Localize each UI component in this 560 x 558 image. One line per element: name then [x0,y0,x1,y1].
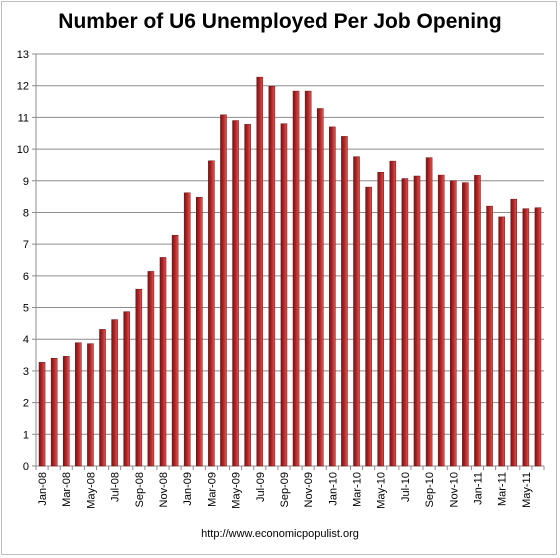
bar [232,120,239,467]
chart-title: Number of U6 Unemployed Per Job Opening [58,10,502,33]
bar [111,319,118,467]
y-tick-label: 9 [23,176,29,188]
bar [244,124,251,467]
x-tick-label: Jul-09 [255,472,267,502]
x-tick-label: Nov-08 [158,472,170,507]
bar [183,192,191,467]
bar [135,288,143,467]
y-tick-label: 12 [17,81,29,93]
bar [208,160,215,467]
x-tick-label: Jan-11 [472,472,484,505]
bar [522,208,530,467]
y-tick-label: 4 [23,334,29,346]
bar [486,205,493,467]
source-url: http://www.economicpopulist.org [201,528,359,540]
x-tick-label: Jan-10 [327,472,339,506]
x-tick-label: Sep-10 [424,472,436,507]
bar [256,76,264,467]
x-tick-label: Mar-08 [61,472,73,507]
y-tick-label: 0 [23,461,29,473]
y-tick-label: 8 [23,207,29,219]
bar [38,362,46,467]
bar [196,196,203,467]
x-tick-label: Nov-09 [303,472,315,507]
bar [450,180,457,467]
bar [377,171,384,467]
bar [401,178,409,467]
y-tick-label: 3 [23,366,29,378]
plot-area [36,54,544,466]
x-tick-label: Jan-09 [182,472,194,506]
bar [87,343,94,467]
x-tick-label: Nov-10 [448,472,460,507]
bar [304,90,312,467]
bar [389,160,397,467]
y-tick-label: 10 [17,144,29,156]
x-tick-label: Sep-09 [279,472,291,507]
y-tick-label: 2 [23,398,29,410]
bar [280,123,288,467]
bar [171,235,179,467]
x-tick-label: Mar-09 [206,472,218,507]
bar [220,114,227,467]
x-tick-label: Sep-08 [134,472,146,507]
bar [498,216,505,467]
y-tick-label: 5 [23,303,29,315]
bar [413,175,421,467]
x-tick-label: May-11 [521,472,533,508]
bar [353,156,360,467]
bar [534,207,542,467]
bar [365,186,372,467]
y-tick-label: 11 [18,112,29,124]
x-tick-label: Jul-10 [400,472,412,502]
bar [292,90,300,467]
y-tick-label: 1 [23,429,29,441]
bar [50,357,58,467]
bar [425,157,433,467]
x-tick-label: Jul-08 [110,472,122,502]
bar [329,126,336,467]
bar [341,136,348,467]
y-tick-label: 13 [17,49,29,61]
x-tick-label: May-09 [231,472,243,509]
bar [147,271,155,467]
x-tick-label: May-10 [376,472,388,509]
bar [62,356,70,467]
bar [99,329,106,467]
bar [268,86,276,467]
bar [510,198,518,467]
y-tick-label: 7 [23,239,29,251]
x-tick-label: Mar-10 [352,472,364,507]
x-tick-label: Jan-08 [37,472,49,506]
bar [159,257,167,467]
x-tick-label: May-08 [85,472,97,509]
y-tick-label: 6 [23,271,29,283]
bar [316,108,324,467]
x-tick-label: Mar-11 [497,472,509,506]
bar [437,174,445,467]
bar [462,182,469,467]
bar [474,175,481,467]
bar [75,342,82,467]
bar [123,311,130,467]
